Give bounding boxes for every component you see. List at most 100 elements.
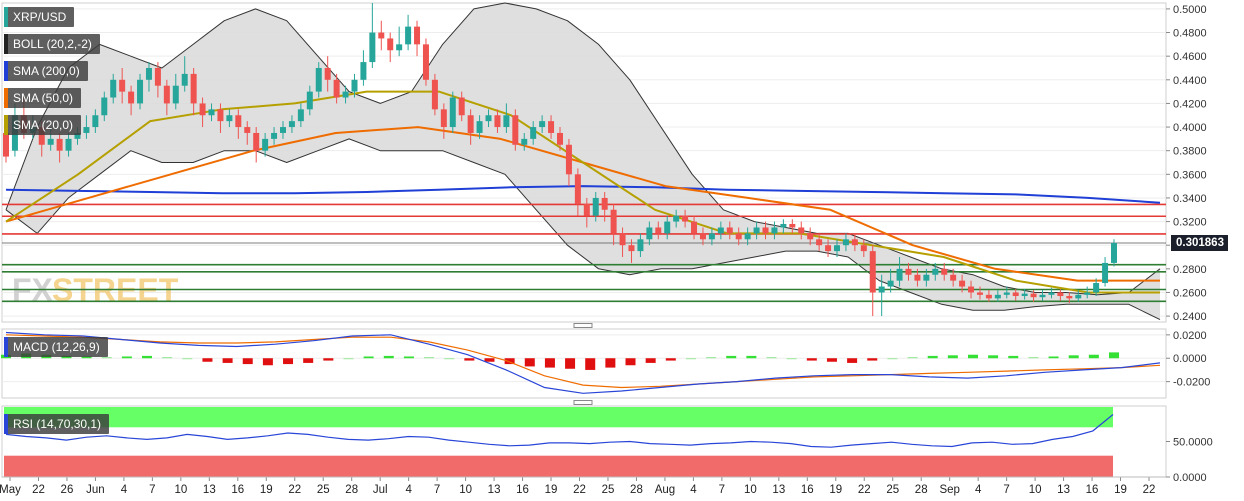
- candle-body: [726, 227, 733, 234]
- candle-body: [914, 274, 921, 281]
- macd-histogram-bar: [1008, 355, 1019, 359]
- legend-sma20-label: SMA (20,0): [13, 118, 74, 132]
- candle-body: [825, 245, 832, 252]
- candle-body: [699, 233, 706, 240]
- candle-body: [1039, 294, 1046, 298]
- candle-body: [163, 85, 170, 104]
- candle-body: [807, 233, 814, 240]
- candle-body: [378, 32, 385, 39]
- legend-sma50[interactable]: SMA (50,0): [4, 88, 82, 108]
- candle-body: [1003, 292, 1010, 295]
- candle-body: [83, 127, 90, 133]
- macd-histogram-bar: [786, 358, 797, 360]
- macd-histogram-bar: [1028, 357, 1039, 359]
- legend-macd-swatch: [4, 337, 8, 357]
- x-tick-label: 22: [288, 484, 301, 496]
- macd-histogram-bar: [907, 357, 918, 359]
- candle-body: [1111, 243, 1117, 263]
- candle-body: [449, 97, 456, 128]
- x-tick-label: 16: [801, 484, 814, 496]
- candle-body: [137, 79, 144, 104]
- legend-boll[interactable]: BOLL (20,2,-2): [4, 34, 100, 54]
- candle-body: [655, 227, 662, 234]
- price-tick-label: 0.3600: [1173, 169, 1207, 181]
- candle-body: [47, 138, 54, 145]
- candle-body: [985, 294, 992, 299]
- macd-histogram-bar: [222, 358, 233, 363]
- candle-body: [619, 233, 626, 246]
- candle-body: [789, 223, 796, 228]
- candle-body: [414, 26, 421, 45]
- price-tick-label: 0.3200: [1173, 217, 1207, 229]
- candle-body: [92, 115, 99, 128]
- legend-sma20[interactable]: SMA (20,0): [4, 115, 82, 135]
- macd-histogram-bar: [484, 358, 495, 362]
- candle-body: [905, 268, 912, 275]
- macd-histogram-bar: [283, 358, 294, 365]
- candle-body: [816, 239, 823, 246]
- candle-body: [503, 115, 510, 128]
- candle-body: [128, 91, 135, 104]
- candle-body: [342, 91, 349, 98]
- candle-body: [664, 221, 671, 234]
- panel-resize-handle[interactable]: [573, 400, 593, 405]
- candle-body: [1030, 293, 1037, 298]
- legend-macd[interactable]: MACD (12,26,9): [4, 337, 108, 357]
- candle-body: [637, 239, 644, 252]
- x-tick-label: 19: [829, 484, 842, 496]
- candle-body: [405, 26, 412, 45]
- candle-body: [744, 233, 751, 240]
- legend-pair-swatch: [4, 7, 8, 27]
- x-tick-label: 19: [1114, 484, 1127, 496]
- candle-body: [280, 127, 286, 133]
- candle-body: [887, 280, 894, 287]
- candle-body: [869, 251, 876, 293]
- legend-pair[interactable]: XRP/USD: [4, 7, 75, 27]
- macd-histogram-bar: [262, 358, 273, 366]
- candle-body: [235, 115, 242, 128]
- candle-body: [646, 227, 653, 240]
- candle-body: [1012, 292, 1019, 297]
- legend-rsi[interactable]: RSI (14,70,30,1): [4, 414, 110, 434]
- macd-histogram-bar: [685, 358, 696, 360]
- candle-body: [994, 294, 1001, 299]
- price-tick-label: 0.4000: [1173, 122, 1207, 134]
- candle-body: [172, 85, 179, 104]
- candle-body: [941, 268, 948, 275]
- candle-body: [923, 274, 930, 281]
- candle-body: [592, 197, 599, 216]
- panel-resize-handle[interactable]: [573, 323, 593, 328]
- x-tick-label: 22: [573, 484, 586, 496]
- macd-histogram-bar: [1088, 354, 1099, 359]
- candle-body: [369, 32, 376, 63]
- x-tick-label: 10: [174, 484, 187, 496]
- macd-histogram-bar: [142, 355, 153, 359]
- rsi-panel: [5, 414, 1114, 448]
- candle-body: [360, 62, 367, 80]
- legend-sma200[interactable]: SMA (200,0): [4, 61, 88, 81]
- legend-rsi-label: RSI (14,70,30,1): [13, 417, 102, 431]
- x-tick-label: 22: [32, 484, 45, 496]
- price-tick-label: 0.4800: [1173, 28, 1207, 40]
- rsi-oversold-zone: [4, 455, 1113, 477]
- candle-body: [539, 121, 546, 128]
- candle-body: [467, 115, 474, 133]
- candle-body: [753, 227, 760, 234]
- candle-body: [673, 215, 680, 222]
- x-tick-label: 26: [61, 484, 74, 496]
- price-tick-label: 0.2800: [1173, 264, 1207, 276]
- rsi-overbought-zone: [4, 407, 1113, 428]
- x-tick-label: 22: [858, 484, 871, 496]
- candle-body: [485, 115, 492, 122]
- candle-body: [306, 91, 313, 110]
- x-tick-label: Aug: [655, 484, 675, 496]
- candle-body: [101, 97, 108, 116]
- candle-body: [842, 239, 849, 246]
- macd-histogram-bar: [706, 357, 717, 359]
- macd-histogram-bar: [645, 358, 656, 363]
- candle-body: [950, 274, 957, 281]
- price-tick-label: 0.3800: [1173, 146, 1207, 158]
- price-tick-label: 0.5000: [1173, 4, 1207, 16]
- bollinger-fill: [6, 3, 1160, 320]
- candle-body: [601, 197, 608, 210]
